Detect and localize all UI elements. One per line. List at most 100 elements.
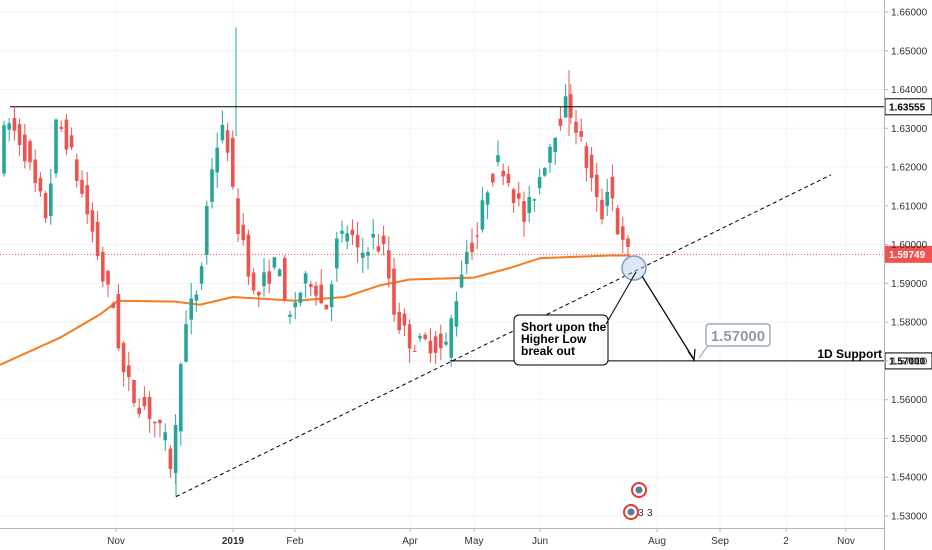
candle-body (584, 146, 589, 169)
candle-body (189, 298, 193, 320)
candle-body (340, 230, 344, 234)
callout-text-line: break out (521, 344, 575, 358)
candle-body (137, 407, 141, 415)
y-tick-label: 1.65000 (891, 46, 928, 57)
candle-body (423, 334, 427, 339)
candle-body (80, 179, 84, 194)
candle-body (283, 257, 287, 300)
candle-body (506, 173, 511, 184)
candle-body (241, 224, 245, 241)
candle-body (465, 251, 469, 265)
candle-body (558, 118, 563, 126)
x-tick-label: 2019 (222, 536, 245, 547)
candle-body (132, 380, 136, 404)
candle-body (199, 266, 204, 284)
callout-box (513, 314, 609, 366)
breakout-circle (621, 255, 647, 281)
candle-body (376, 246, 381, 252)
candle-body (2, 125, 6, 174)
candle-body (517, 193, 521, 199)
candle-body (54, 119, 58, 174)
candle-body (121, 342, 126, 373)
candle-body (626, 238, 630, 248)
candle-body (28, 141, 32, 163)
horizontal-lines: 1.63555 1.57000 1.59749 (0, 98, 932, 370)
candle-body (106, 271, 110, 285)
candle-body (605, 191, 609, 206)
candle-body (12, 118, 17, 131)
candle-body (38, 177, 43, 192)
candle-body (101, 251, 105, 282)
candle-body (319, 284, 323, 304)
candle-body (17, 124, 22, 146)
target-arrow (641, 275, 694, 359)
target-label-box (705, 323, 771, 347)
x-tick-label: Nov (107, 536, 125, 547)
candle-body (439, 333, 443, 349)
candle-body (537, 177, 542, 189)
y-tick-label: 1.59000 (891, 279, 928, 290)
candle-body (111, 303, 115, 308)
grid (0, 0, 884, 528)
candle-body (158, 419, 162, 424)
candle-body (459, 274, 464, 288)
support-price-label: 1.57000 (889, 356, 926, 367)
event-badge-inner-icon (635, 486, 643, 494)
candle-body (43, 193, 48, 219)
x-tick-label: Feb (286, 536, 304, 547)
candle-body (574, 121, 578, 133)
candle-body (64, 119, 69, 150)
y-tick-label: 1.60000 (891, 240, 928, 251)
candle-body (184, 324, 188, 362)
candle-body (595, 174, 599, 198)
candle-body (298, 292, 303, 303)
candle-body (127, 365, 131, 378)
candle-body (59, 126, 63, 129)
candle-body (392, 268, 396, 315)
candle-body (621, 226, 625, 240)
candle-body (303, 273, 308, 284)
candle-body (548, 146, 552, 163)
candle-body (407, 324, 412, 349)
y-tick-label: 1.63000 (891, 124, 928, 135)
candle-body (381, 235, 386, 245)
x-tick-label: 2 (783, 536, 789, 547)
candle-body (480, 200, 485, 230)
candle-body (49, 183, 53, 217)
candle-body (553, 137, 557, 152)
candle-body (527, 196, 531, 213)
candle-body (355, 234, 360, 248)
candle-body (288, 314, 292, 317)
candle-body (610, 176, 615, 199)
x-tick-label: May (465, 536, 484, 547)
resistance-price-label: 1.63555 (889, 102, 926, 113)
candle-body (579, 131, 583, 137)
candle-body (350, 229, 355, 236)
candle-body (168, 448, 173, 469)
x-tick-label: Aug (648, 536, 666, 547)
event-badge-count: 3 (638, 508, 644, 519)
y-tick-label: 1.54000 (891, 473, 928, 484)
candle-body (532, 199, 537, 201)
last-price-price-label: 1.59749 (889, 250, 926, 261)
candle-body (329, 284, 334, 308)
candle-body (589, 154, 594, 178)
y-tick-label: 1.55000 (891, 434, 928, 445)
candle-body (90, 210, 95, 232)
y-tick-label: 1.56000 (891, 395, 928, 406)
candle-body (615, 208, 620, 235)
candle-body (454, 301, 459, 327)
candle-body (267, 271, 271, 284)
y-tick-label: 1.53000 (891, 512, 928, 523)
candle-body (236, 198, 240, 234)
candle-body (428, 340, 433, 354)
candle-body (272, 257, 277, 268)
candle-body (543, 168, 547, 176)
candle-body (522, 201, 526, 222)
candle-body (257, 292, 261, 296)
event-badge-inner-icon (627, 508, 635, 516)
candle-body (491, 173, 495, 183)
candle-body (33, 159, 37, 184)
candle-body (485, 192, 490, 205)
